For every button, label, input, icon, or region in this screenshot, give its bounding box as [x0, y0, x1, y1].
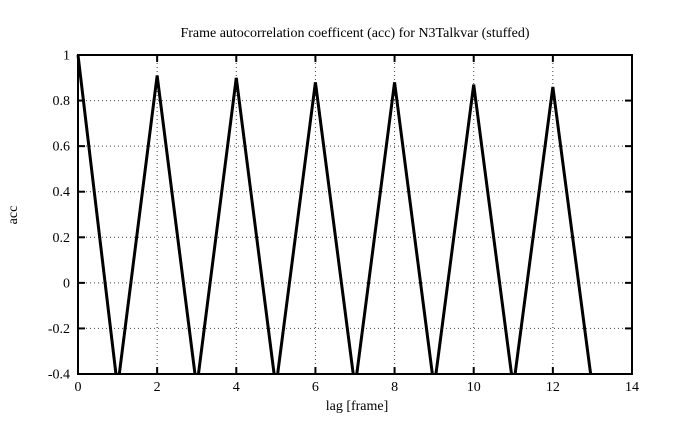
plot-border — [77, 54, 633, 375]
series-line-acc — [76, 54, 593, 374]
x-tick-label: 0 — [75, 380, 82, 395]
x-tick-label: 4 — [233, 380, 240, 395]
y-tick-label: 0.6 — [53, 140, 71, 155]
chart-title: Frame autocorrelation coefficent (acc) f… — [180, 26, 530, 41]
x-axis-label: lag [frame] — [325, 399, 389, 414]
y-tick-label: -0.2 — [48, 322, 70, 337]
y-tick-label: 0.2 — [53, 231, 71, 246]
x-tick-label: 10 — [467, 380, 481, 395]
y-tick-label: 0.8 — [53, 94, 71, 109]
x-tick-label: 14 — [625, 380, 639, 395]
x-tick-label: 6 — [312, 380, 319, 395]
y-tick-label: 0.4 — [53, 185, 71, 200]
x-tick-label: 2 — [154, 380, 161, 395]
x-tick-label: 12 — [546, 380, 560, 395]
y-tick-label: 0 — [63, 276, 70, 291]
x-tick-label: 8 — [391, 380, 398, 395]
y-tick-label: -0.4 — [48, 368, 70, 383]
y-tick-label: 1 — [63, 49, 70, 64]
